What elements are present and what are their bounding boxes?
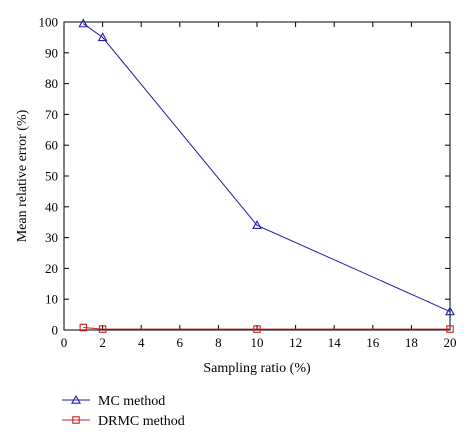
legend-swatch-marker [71, 394, 81, 404]
series-1 [78, 18, 455, 316]
y-tick-label: 10 [45, 292, 58, 307]
legend-swatch-marker [72, 416, 80, 424]
legend-label: DRMC method [98, 414, 185, 429]
data-point [445, 306, 455, 316]
y-axis-label: Mean relative error (%) [15, 109, 30, 242]
legend: MC method DRMC method [62, 394, 185, 429]
plot-border [63, 21, 451, 331]
data-point [78, 18, 89, 28]
x-tick-label: 6 [177, 335, 184, 350]
x-tick-label: 16 [366, 335, 380, 350]
data-point [446, 325, 454, 333]
x-tick-label: 14 [328, 335, 342, 350]
y-tick-label: 90 [45, 45, 58, 60]
y-tick-label: 80 [45, 76, 58, 91]
x-tick-label: 0 [61, 335, 68, 350]
y-tick-label: 0 [52, 323, 59, 338]
data-point [98, 325, 107, 333]
y-tick-label: 40 [45, 199, 58, 214]
legend-item: MC method [62, 394, 165, 409]
y-tick-label: 100 [39, 15, 59, 30]
x-axis-ticks: 0 2 4 6 8 10 12 14 16 18 20 [61, 22, 457, 350]
x-tick-label: 12 [289, 335, 302, 350]
x-axis-label: Sampling ratio (%) [203, 361, 311, 376]
series-layer [78, 18, 455, 333]
x-tick-label: 10 [251, 335, 264, 350]
series-2 [79, 323, 454, 333]
legend-item: DRMC method [62, 414, 185, 429]
x-tick-label: 20 [444, 335, 457, 350]
data-point [253, 325, 261, 333]
data-point [97, 32, 108, 42]
legend-label: MC method [98, 394, 165, 409]
x-tick-label: 8 [215, 335, 222, 350]
y-tick-label: 60 [45, 138, 58, 153]
x-tick-label: 4 [138, 335, 145, 350]
y-axis-ticks: 0 10 20 30 40 50 60 70 80 90 100 [39, 15, 450, 338]
data-point [252, 220, 262, 230]
x-tick-label: 18 [405, 335, 418, 350]
y-tick-label: 20 [45, 261, 58, 276]
y-tick-label: 70 [45, 107, 58, 122]
data-point [79, 323, 88, 332]
series-line [83, 327, 450, 330]
x-tick-label: 2 [99, 335, 106, 350]
plot-frame [63, 21, 451, 331]
y-tick-label: 50 [45, 169, 58, 184]
y-tick-label: 30 [45, 230, 58, 245]
series-line [83, 23, 451, 312]
